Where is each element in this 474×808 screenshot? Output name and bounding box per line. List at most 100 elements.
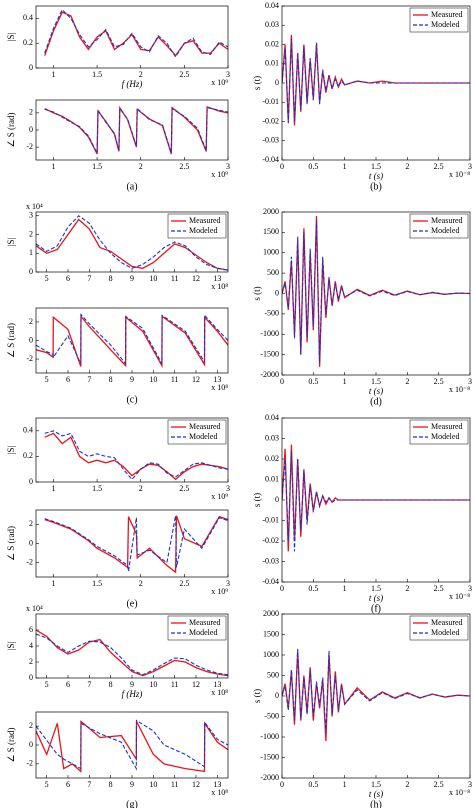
plot-area [36,629,228,677]
y-tick-label: -0.04 [262,155,279,164]
panel-label: (h) [370,799,382,808]
series-line [36,218,228,271]
x-tick-label: 0 [280,584,284,593]
x-tick-label: 2 [139,484,143,493]
y-tick-label: -500 [264,309,279,318]
series-line [44,515,228,572]
y-axis-label: |S| [6,32,16,41]
x-tick-label: 11 [171,274,179,283]
y-tick-label: -0.01 [262,515,279,524]
x-tick-label: 5 [45,680,49,689]
y-tick-label: 1500 [263,629,279,638]
y-tick-label: 0.04 [265,1,279,10]
x-tick-label: 2 [139,162,143,171]
y-tick-label: 0.02 [265,454,279,463]
y-tick-label: 500 [267,268,279,277]
y-tick-label: 0.03 [265,433,279,442]
panel-label: (a) [126,181,137,192]
x-tick-label: 9 [130,780,134,789]
y-tick-label: 2 [29,721,33,730]
plot-area [282,216,470,367]
x-tick-label: 12 [192,680,200,689]
y-tick-label: 2 [29,108,33,117]
y-scale: x 10⁴ [26,604,43,613]
y-axis-label: ∠ S (rad) [6,323,16,358]
x-tick-label: 2 [405,780,409,789]
legend-box [409,213,469,239]
y-axis-label: ∠ S (rad) [6,526,16,561]
x-tick-label: 8 [109,274,113,283]
legend-label: Modeled [189,226,217,235]
y-tick-label: 2 [29,317,33,326]
x-tick-label: 2 [139,579,143,588]
x-tick-label: 12 [192,274,200,283]
x-tick-label: 9 [130,375,134,384]
series-line [282,444,470,552]
x-tick-label: 0.5 [308,162,318,171]
y-tick-label: -0.04 [262,577,279,586]
x-tick-label: 1.5 [92,162,102,171]
x-tick-label: 10 [149,780,157,789]
x-tick-label: 13 [213,680,221,689]
x-tick-label: 2.5 [434,584,444,593]
x-tick-label: 1.5 [371,584,381,593]
y-tick-label: 0.4 [23,13,33,22]
y-axis-label: |S| [6,641,16,650]
x-tick-label: 12 [192,375,200,384]
y-tick-label: 0 [275,288,279,297]
y-tick-label: -0.03 [262,556,279,565]
series-line [44,8,228,58]
y-tick-label: -0.02 [262,536,279,545]
x-tick-label: 0.5 [308,584,318,593]
x-axis-label: t (s) [369,593,383,603]
series-line [36,313,228,366]
x-scale: x 10⁹ [211,170,228,179]
x-tick-label: 12 [192,780,200,789]
y-axis-label: |S| [6,445,16,454]
y-tick-label: 2 [29,657,33,666]
axes-frame [35,5,229,69]
x-tick-label: 1 [51,70,55,79]
axes-frame [35,711,229,779]
x-tick-label: 2 [405,584,409,593]
x-tick-label: 9 [130,274,134,283]
x-tick-label: 6 [66,375,70,384]
y-tick-label: -500 [264,711,279,720]
x-tick-label: 9 [130,680,134,689]
y-tick-label: 0.02 [265,39,279,48]
plot-area [44,515,228,574]
series-line [36,629,228,677]
y-tick-label: -1500 [260,752,279,761]
x-scale: x 10⁹ [211,587,228,596]
y-tick-label: 0.2 [23,38,33,47]
x-tick-label: 10 [149,375,157,384]
series-line [36,314,228,369]
y-tick-label: 0 [29,740,33,749]
series-line [282,450,470,552]
x-tick-label: 0 [280,780,284,789]
x-tick-label: 2 [405,162,409,171]
legend-label: Measured [189,618,221,627]
y-tick-label: 0 [275,691,279,700]
x-tick-label: 2 [139,70,143,79]
series-line [36,633,228,676]
y-tick-label: 0 [29,63,33,72]
series-line [36,215,228,271]
x-tick-label: 10 [149,680,157,689]
plot-area [282,444,470,552]
y-tick-label: 2000 [263,207,279,216]
axes-frame [35,99,229,161]
y-tick-label: -1000 [260,732,279,741]
y-tick-label: -0.01 [262,97,279,106]
y-tick-label: 0 [29,267,33,276]
x-tick-label: 3 [468,584,472,593]
plot-area [36,719,228,773]
x-tick-label: 0.5 [308,377,318,386]
panel-label: (g) [126,799,138,808]
y-tick-label: 3 [29,211,33,220]
y-tick-label: -1000 [260,329,279,338]
plot-area [36,215,228,271]
series-line [44,432,228,481]
y-tick-label: 4 [29,641,33,650]
series-line [282,38,470,124]
